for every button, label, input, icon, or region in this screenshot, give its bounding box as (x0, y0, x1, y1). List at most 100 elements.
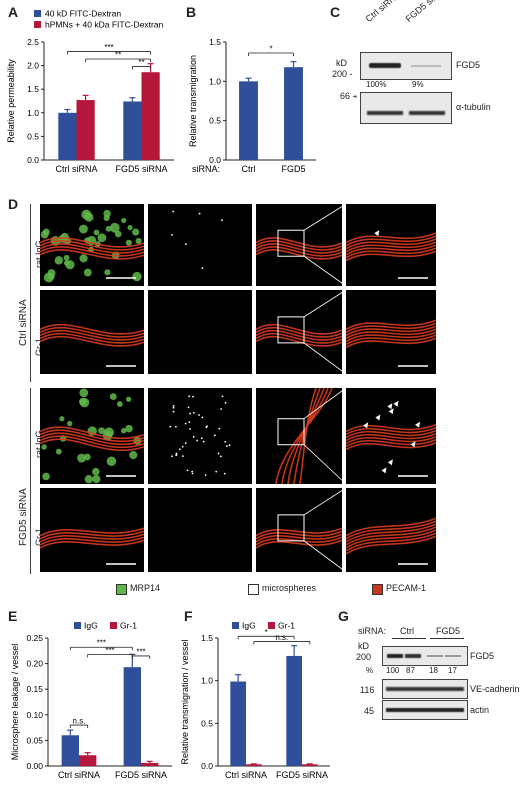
cell (106, 456, 117, 467)
blot-g: siRNA: Ctrl FGD5 kD 200 FGD5 % 100 87 18… (338, 608, 520, 790)
blot-g-m45: 45 (364, 706, 375, 716)
micrograph-tile (148, 290, 252, 374)
ytick-label-E: 0.05 (26, 735, 43, 745)
x-tick-label-E: Ctrl siRNA (58, 770, 100, 780)
bar-A (76, 100, 95, 160)
vessel-line (345, 442, 437, 451)
blot-c-pct-ctrl: 100% (366, 80, 387, 89)
legend-microspheres-swatch (248, 584, 259, 595)
panel-letter-f: F (184, 608, 193, 624)
legend-a-series1: 40 kD FITC-Dextran (45, 9, 121, 19)
zoom-box (277, 316, 305, 344)
vessel-line (255, 527, 343, 537)
x-tick-label-A: Ctrl siRNA (56, 164, 98, 174)
vessel-line (39, 323, 145, 335)
micrograph-tile (39, 290, 145, 374)
x-tick-label-F: FGD5 siRNA (276, 770, 328, 780)
legend-swatch-blue (34, 10, 41, 17)
blot-g-ctrl: Ctrl (400, 626, 414, 636)
micrograph-tile (39, 204, 145, 286)
bar-B (239, 81, 258, 160)
blot-g-fgd5-band2 (405, 654, 421, 658)
blot-g-fgd5: FGD5 (436, 626, 461, 636)
ytick-label-A: 1.0 (27, 108, 39, 118)
microsphere (218, 427, 221, 430)
bar-F (286, 655, 302, 766)
vessel-line (39, 536, 145, 546)
microsphere (201, 267, 204, 270)
ytick-label-A: 1.5 (27, 84, 39, 94)
microsphere (189, 428, 191, 430)
vessel-line (255, 240, 343, 251)
x-tick-label-B: Ctrl (242, 164, 256, 174)
blot-g-fgd5-label: FGD5 (470, 651, 495, 661)
arrowhead (410, 441, 416, 448)
vessel-line (345, 532, 437, 552)
bar-F (302, 764, 318, 766)
cell (114, 230, 122, 238)
microsphere (204, 474, 207, 476)
panel-d: Ctrl siRNA FGD5 siRNA rat IgG Gr-1 rat I… (0, 196, 520, 606)
vessel-line (255, 329, 343, 341)
micrograph-bg (346, 290, 436, 374)
cell (125, 239, 132, 246)
cell (132, 271, 142, 282)
ytick-label-B: 1.0 (209, 76, 221, 86)
microsphere (182, 455, 184, 458)
vessel-line (255, 530, 343, 540)
vessel-line (345, 529, 437, 549)
x-tick-label-B: FGD5 (281, 164, 305, 174)
zoom-line (303, 444, 347, 485)
micrograph-tile (148, 204, 252, 286)
microsphere (198, 414, 200, 416)
microsphere (181, 445, 184, 448)
micrograph-bg (148, 488, 252, 572)
cell (84, 475, 93, 484)
cell (125, 424, 133, 433)
cell (116, 401, 123, 407)
blot-c-pct-fgd5: 9% (412, 80, 424, 89)
cell (132, 228, 140, 236)
bar-B (284, 67, 303, 160)
vessel-line (345, 328, 437, 340)
y-label-E: Microsphere leakage / vessel (10, 644, 20, 761)
arrowhead (363, 422, 369, 429)
ytick-label-B: 1.5 (209, 37, 221, 47)
vessel-line (345, 232, 437, 244)
ytick-label-F: 0.0 (201, 761, 213, 771)
cell (120, 428, 127, 434)
vessel-line (255, 237, 343, 248)
vessel-line (39, 246, 145, 257)
panel-letter-b: B (186, 4, 197, 20)
vessel-line (275, 387, 333, 485)
microsphere (201, 416, 204, 419)
blot-c-fgd5-band-box (360, 52, 452, 80)
vessel-line (39, 533, 145, 543)
legend-pecam-swatch (372, 584, 383, 595)
microsphere (213, 434, 216, 437)
cell (127, 225, 133, 231)
blot-c-band-ctrl (369, 63, 401, 68)
microsphere (223, 472, 226, 475)
vessel-line (39, 332, 145, 344)
microsphere (228, 444, 231, 447)
legend-mrp14-swatch (116, 584, 127, 595)
arrowhead (415, 421, 421, 428)
microsphere (221, 219, 223, 222)
blot-g-fgd5-band3 (427, 655, 443, 657)
micrograph-tile (345, 290, 437, 374)
vessel-line (255, 539, 343, 549)
micrograph-bg (40, 290, 144, 374)
sig-label-E: n.s. (73, 717, 86, 726)
microsphere (192, 395, 194, 398)
sig-label-A: *** (104, 43, 113, 52)
zoom-box (277, 229, 305, 257)
vessel-line (345, 337, 437, 349)
blot-c: Ctrl siRNA FGD5 siRNA kD 200 - FGD5 100%… (330, 0, 520, 190)
vessel-line (255, 323, 343, 335)
vessel-line (39, 335, 145, 347)
blot-c-m66: 66 - (340, 91, 356, 101)
y-label-B: Relative transmigration (188, 55, 198, 147)
cell (78, 224, 88, 234)
blot-c-col-fgd5: FGD5 siRNA (403, 0, 450, 24)
